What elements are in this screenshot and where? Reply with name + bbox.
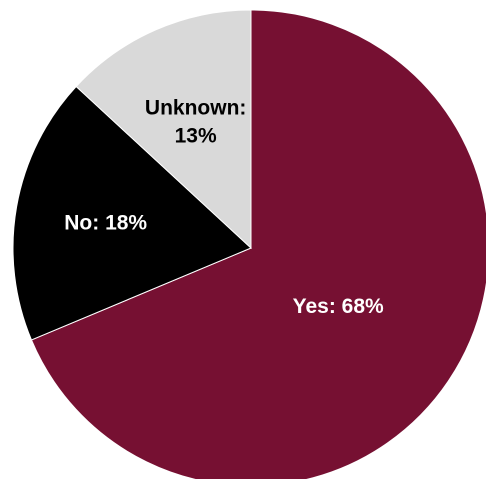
pie-label-line: No: 18% (64, 211, 147, 234)
pie-slice-no (12, 85, 252, 341)
pie-label-unknown: Unknown: 13% (145, 97, 246, 148)
pie-slice-yes (30, 9, 486, 479)
pie-label-yes: Yes: 68% (293, 295, 384, 318)
pie-slices (12, 9, 486, 479)
pie-label-line: Unknown: (145, 97, 246, 120)
pie-label-line: Yes: 68% (293, 295, 384, 318)
pie-label-line: 13% (175, 125, 217, 148)
pie-labels: Yes: 68% No: 18% Unknown: 13% (64, 97, 384, 318)
pie-slice-unknown (75, 9, 252, 250)
pie-label-no: No: 18% (64, 211, 147, 234)
